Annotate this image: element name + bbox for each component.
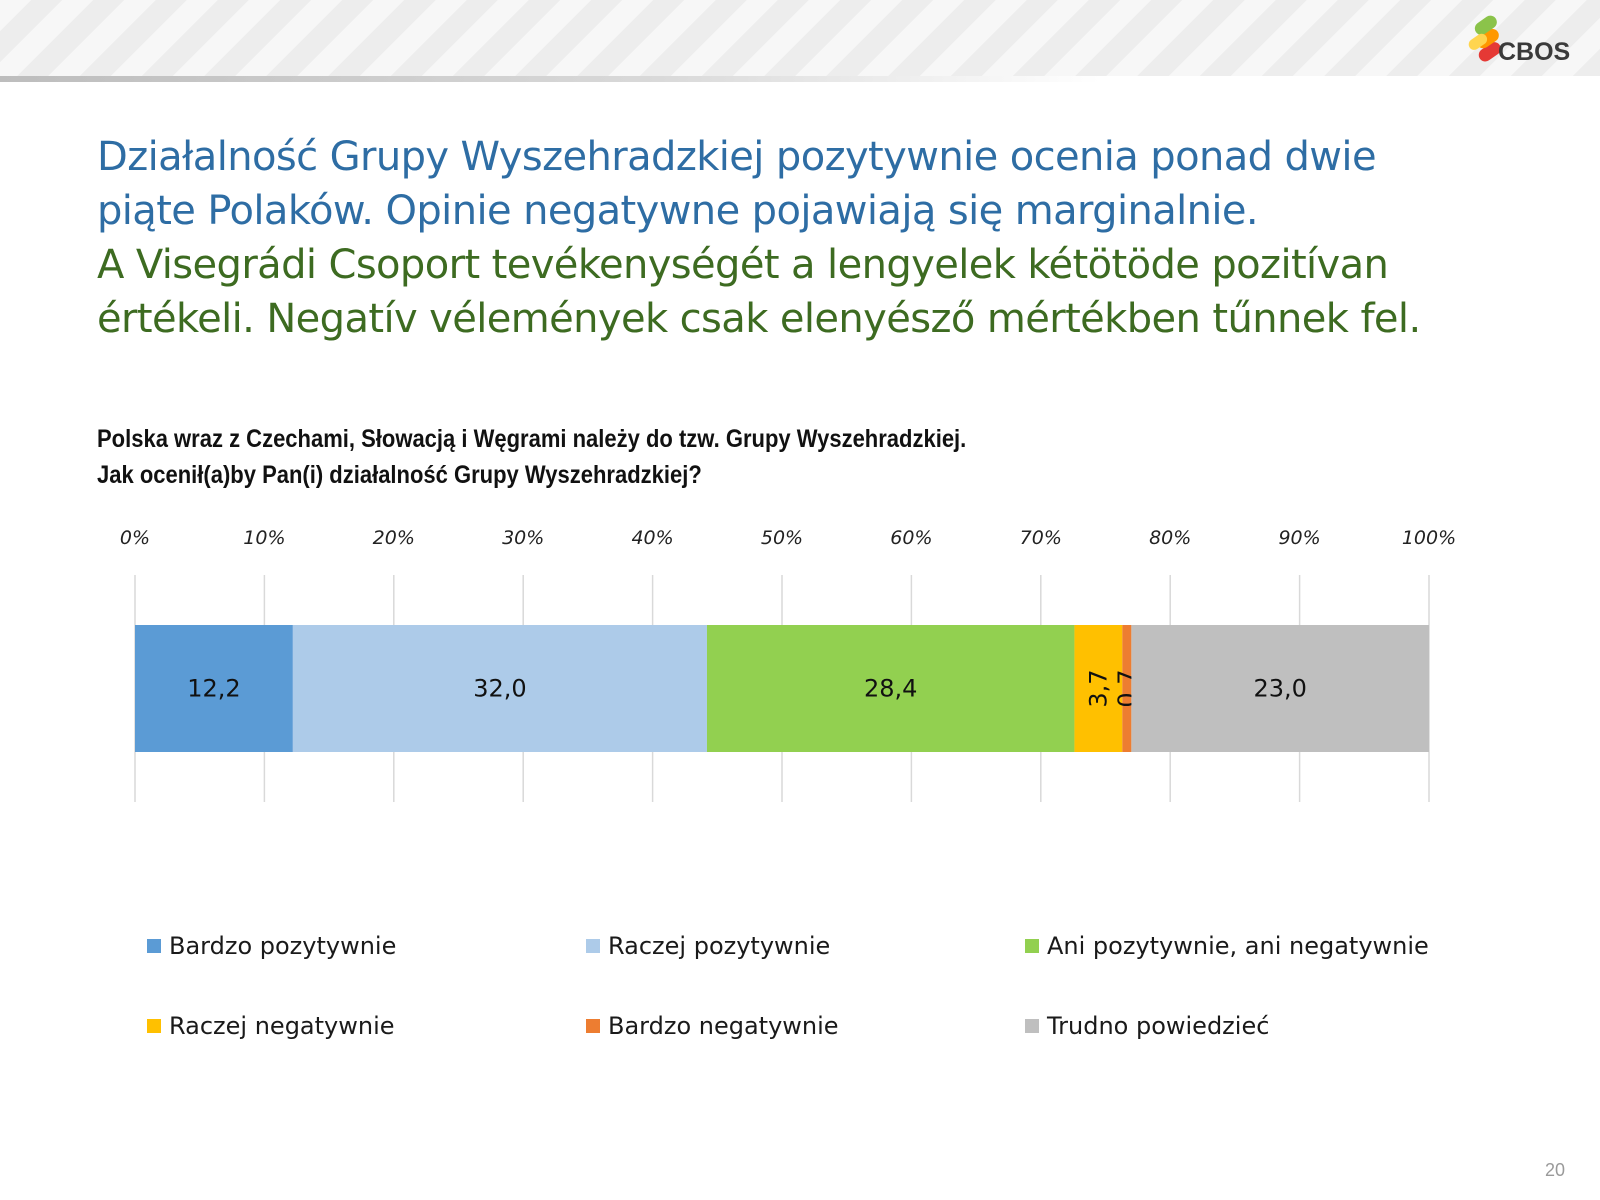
x-tick-label: 60% [890,527,932,549]
legend-swatch [586,1019,600,1033]
legend-label: Raczej negatywnie [169,1012,395,1040]
legend-item: Raczej pozytywnie [586,932,830,960]
x-tick-label: 50% [761,527,803,549]
legend-swatch [1025,939,1039,953]
data-label: 32,0 [473,675,526,703]
x-tick-label: 40% [631,527,673,549]
x-tick-label: 30% [502,527,544,549]
data-label: 23,0 [1253,675,1306,703]
bar-segment [706,625,1075,752]
logo-text: CBOS [1498,38,1571,66]
legend-swatch [1025,1019,1039,1033]
header-band [0,0,1600,76]
x-tick-label: 0% [120,527,150,549]
legend-label: Bardzo negatywnie [608,1012,839,1040]
slide-headline: Działalność Grupy Wyszehradzkiej pozytyw… [97,130,1537,346]
legend-item: Ani pozytywnie, ani negatywnie [1025,932,1429,960]
survey-question-line-2: Jak ocenił(a)by Pan(i) działalność Grupy… [97,461,702,489]
x-tick-label: 20% [373,527,415,549]
x-tick-label: 90% [1278,527,1320,549]
x-tick-label: 100% [1402,527,1456,549]
data-label: 12,2 [187,675,240,703]
legend-label: Ani pozytywnie, ani negatywnie [1047,932,1429,960]
survey-question: Polska wraz z Czechami, Słowacją i Węgra… [97,421,1241,493]
legend-label: Raczej pozytywnie [608,932,831,960]
x-tick-label: 80% [1149,527,1191,549]
legend-item: Bardzo negatywnie [586,1012,839,1040]
cbos-logo-icon [1468,15,1501,62]
headline-hungarian-line-1: A Visegrádi Csoport tevékenységét a leng… [97,242,1389,288]
legend-swatch [147,939,161,953]
legend-swatch [586,939,600,953]
data-label: 3,7 [1084,669,1112,707]
headline-hungarian-line-2: értékeli. Negatív vélemények csak elenyé… [97,296,1421,342]
stacked-bar-chart: 0% 10% 20% 30% 40% 50% 60% 70% 80% 90% 100% 12,2 32,… [120,527,1456,802]
headline-polish-line-1: Działalność Grupy Wyszehradzkiej pozytyw… [97,134,1377,180]
legend-item: Trudno powiedzieć [1025,1012,1269,1040]
bar-segment [135,625,293,752]
legend-label: Bardzo pozytywnie [169,932,397,960]
bar-segment [292,625,707,752]
header-shadow [0,76,1100,82]
x-tick-label: 70% [1020,527,1062,549]
legend-item: Raczej negatywnie [147,1012,395,1040]
bar-segment [1074,625,1123,752]
x-tick-label: 10% [243,527,285,549]
legend-label: Trudno powiedzieć [1047,1012,1270,1040]
bar-segment [1131,625,1429,752]
data-label: 28,4 [864,675,917,703]
page-number: 20 [1545,1160,1566,1180]
survey-question-line-1: Polska wraz z Czechami, Słowacją i Węgra… [97,425,967,453]
headline-polish-line-2: piąte Polaków. Opinie negatywne pojawiaj… [97,188,1259,234]
legend-item: Bardzo pozytywnie [147,932,396,960]
bar-segment [1122,625,1132,752]
legend-swatch [147,1019,161,1033]
